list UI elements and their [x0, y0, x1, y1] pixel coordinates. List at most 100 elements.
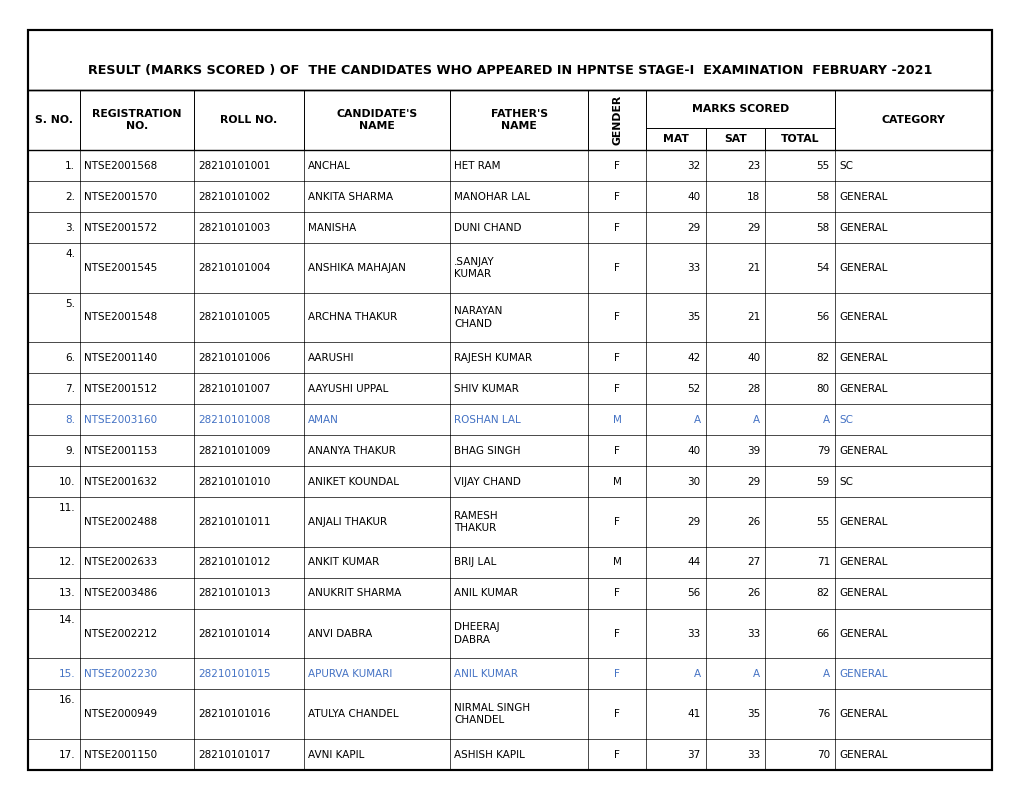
Text: A: A: [753, 414, 760, 425]
Text: ANIL KUMAR: ANIL KUMAR: [453, 669, 518, 679]
Text: NTSE2001548: NTSE2001548: [84, 312, 157, 322]
Text: 9.: 9.: [65, 446, 75, 455]
Text: VIJAY CHAND: VIJAY CHAND: [453, 477, 521, 487]
Text: HET RAM: HET RAM: [453, 161, 500, 170]
Text: 40: 40: [687, 446, 700, 455]
Text: 7.: 7.: [65, 384, 75, 394]
Text: F: F: [613, 517, 620, 527]
Text: 14.: 14.: [58, 615, 75, 625]
Text: TOTAL: TOTAL: [781, 134, 818, 144]
Text: A: A: [693, 414, 700, 425]
Text: ANUKRIT SHARMA: ANUKRIT SHARMA: [308, 589, 400, 598]
Text: .SANJAY
KUMAR: .SANJAY KUMAR: [453, 257, 494, 279]
Text: 56: 56: [687, 589, 700, 598]
Text: 18: 18: [747, 191, 760, 202]
Text: NTSE2002212: NTSE2002212: [84, 629, 157, 638]
Text: 29: 29: [747, 477, 760, 487]
Text: A: A: [822, 414, 829, 425]
Text: GENERAL: GENERAL: [839, 446, 888, 455]
Text: GENERAL: GENERAL: [839, 263, 888, 273]
Text: 42: 42: [687, 353, 700, 362]
Text: 82: 82: [816, 353, 829, 362]
Text: F: F: [613, 669, 620, 679]
Text: NTSE2001572: NTSE2001572: [84, 222, 157, 232]
Text: F: F: [613, 161, 620, 170]
Text: F: F: [613, 353, 620, 362]
Text: 58: 58: [816, 222, 829, 232]
Text: GENDER: GENDER: [611, 95, 622, 145]
Text: ANIKET KOUNDAL: ANIKET KOUNDAL: [308, 477, 398, 487]
Text: NTSE2002488: NTSE2002488: [84, 517, 157, 527]
Text: 33: 33: [747, 749, 760, 760]
Text: 54: 54: [816, 263, 829, 273]
Text: 40: 40: [687, 191, 700, 202]
Text: AMAN: AMAN: [308, 414, 338, 425]
Text: 28210101011: 28210101011: [198, 517, 270, 527]
Text: ANKITA SHARMA: ANKITA SHARMA: [308, 191, 392, 202]
Text: RAJESH KUMAR: RAJESH KUMAR: [453, 353, 532, 362]
Text: DUNI CHAND: DUNI CHAND: [453, 222, 522, 232]
Text: 6.: 6.: [65, 353, 75, 362]
Text: 12.: 12.: [58, 557, 75, 567]
Text: BRIJ LAL: BRIJ LAL: [453, 557, 496, 567]
Text: 41: 41: [687, 709, 700, 719]
Text: GENERAL: GENERAL: [839, 749, 888, 760]
Text: 1.: 1.: [65, 161, 75, 170]
Text: SC: SC: [839, 477, 853, 487]
Text: 30: 30: [687, 477, 700, 487]
Text: 21: 21: [747, 263, 760, 273]
Text: 28210101003: 28210101003: [198, 222, 270, 232]
Text: 28210101007: 28210101007: [198, 384, 270, 394]
Text: 13.: 13.: [58, 589, 75, 598]
Text: MANOHAR LAL: MANOHAR LAL: [453, 191, 530, 202]
Text: 71: 71: [816, 557, 829, 567]
Text: GENERAL: GENERAL: [839, 589, 888, 598]
Text: 16.: 16.: [58, 695, 75, 705]
Text: 23: 23: [747, 161, 760, 170]
Text: DHEERAJ
DABRA: DHEERAJ DABRA: [453, 623, 499, 645]
Text: 28210101016: 28210101016: [198, 709, 270, 719]
Text: RAMESH
THAKUR: RAMESH THAKUR: [453, 511, 497, 533]
Text: 58: 58: [816, 191, 829, 202]
Text: NARAYAN
CHAND: NARAYAN CHAND: [453, 307, 502, 329]
Text: REGISTRATION
NO.: REGISTRATION NO.: [92, 110, 181, 131]
Text: 59: 59: [816, 477, 829, 487]
Text: NTSE2002633: NTSE2002633: [84, 557, 157, 567]
Text: 80: 80: [816, 384, 829, 394]
Text: GENERAL: GENERAL: [839, 709, 888, 719]
Text: 52: 52: [687, 384, 700, 394]
Text: 28210101006: 28210101006: [198, 353, 270, 362]
Text: 8.: 8.: [65, 414, 75, 425]
Text: 11.: 11.: [58, 503, 75, 513]
Text: F: F: [613, 446, 620, 455]
Text: CANDIDATE'S
NAME: CANDIDATE'S NAME: [336, 110, 417, 131]
Text: ROLL NO.: ROLL NO.: [220, 115, 277, 125]
Text: NTSE2001545: NTSE2001545: [84, 263, 157, 273]
Text: ARCHNA THAKUR: ARCHNA THAKUR: [308, 312, 396, 322]
Text: F: F: [613, 312, 620, 322]
Text: GENERAL: GENERAL: [839, 384, 888, 394]
Text: NTSE2001512: NTSE2001512: [84, 384, 157, 394]
Text: NTSE2001150: NTSE2001150: [84, 749, 157, 760]
Text: 39: 39: [747, 446, 760, 455]
Text: F: F: [613, 749, 620, 760]
Text: M: M: [612, 477, 621, 487]
Text: 28210101001: 28210101001: [198, 161, 270, 170]
Text: 26: 26: [747, 517, 760, 527]
Text: A: A: [753, 669, 760, 679]
Text: M: M: [612, 414, 621, 425]
Text: 28210101017: 28210101017: [198, 749, 270, 760]
Text: 28210101009: 28210101009: [198, 446, 270, 455]
Text: ROSHAN LAL: ROSHAN LAL: [453, 414, 521, 425]
Text: ANIL KUMAR: ANIL KUMAR: [453, 589, 518, 598]
Text: ANJALI THAKUR: ANJALI THAKUR: [308, 517, 386, 527]
Text: 17.: 17.: [58, 749, 75, 760]
Text: MANISHA: MANISHA: [308, 222, 356, 232]
Text: APURVA KUMARI: APURVA KUMARI: [308, 669, 391, 679]
Text: 28: 28: [747, 384, 760, 394]
Text: NTSE2001568: NTSE2001568: [84, 161, 157, 170]
Text: SC: SC: [839, 414, 853, 425]
Text: NTSE2003160: NTSE2003160: [84, 414, 157, 425]
Text: NTSE2001570: NTSE2001570: [84, 191, 157, 202]
Text: GENERAL: GENERAL: [839, 517, 888, 527]
